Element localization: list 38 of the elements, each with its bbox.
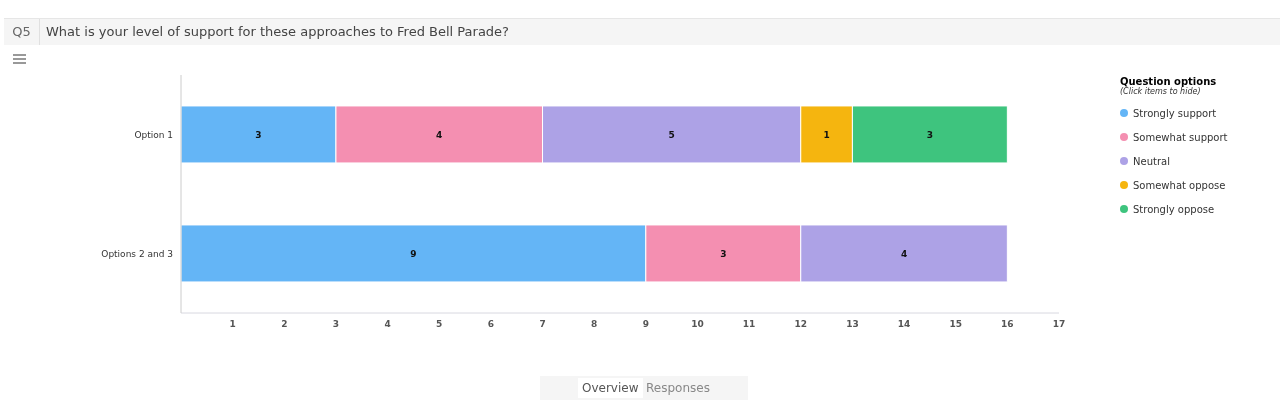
x-tick-label: 1: [229, 319, 236, 330]
x-tick-label: 14: [897, 319, 911, 330]
legend-label: Somewhat oppose: [1133, 179, 1226, 191]
data-label: 4: [900, 248, 908, 259]
chart-title: What is your level of support for these approaches to Fred Bell Parade?: [46, 23, 510, 41]
data-label: 3: [926, 129, 934, 140]
x-tick-label: 12: [794, 319, 808, 330]
data-label: 9: [410, 248, 417, 259]
x-tick-label: 9: [642, 319, 649, 330]
legend-label: Strongly oppose: [1133, 203, 1215, 215]
y-tick-label: Options 2 and 3: [101, 248, 173, 259]
legend-label: Somewhat support: [1133, 131, 1228, 143]
x-tick-label: 3: [332, 319, 340, 330]
y-tick-label: Option 1: [134, 129, 173, 140]
text: Responses: [646, 380, 710, 397]
legend-label: Neutral: [1133, 155, 1170, 167]
x-tick-label: 13: [846, 319, 859, 330]
legend-label: Strongly support: [1133, 107, 1217, 119]
x-tick-label: 5: [436, 319, 443, 330]
x-tick-label: 2: [281, 319, 288, 330]
x-tick-label: 10: [691, 319, 704, 330]
text: Overview: [578, 378, 643, 398]
x-tick-label: 16: [1001, 319, 1014, 330]
x-tick-label: 11: [742, 319, 756, 330]
x-tick-label: 4: [384, 319, 391, 330]
data-label: 3: [255, 129, 262, 140]
data-label: 1: [823, 129, 830, 140]
x-tick-label: 15: [949, 319, 962, 330]
text: (Click items to hide): [1120, 87, 1201, 96]
x-tick-label: 6: [487, 319, 495, 330]
data-label: 5: [668, 129, 675, 140]
x-tick-label: 17: [1052, 319, 1066, 330]
legend-title: Question options: [1120, 76, 1218, 87]
x-tick-label: 7: [539, 319, 546, 330]
data-label: 3: [720, 248, 727, 259]
text: Q5: [4, 19, 40, 45]
data-label: 4: [436, 129, 443, 140]
x-tick-label: 8: [591, 319, 598, 330]
